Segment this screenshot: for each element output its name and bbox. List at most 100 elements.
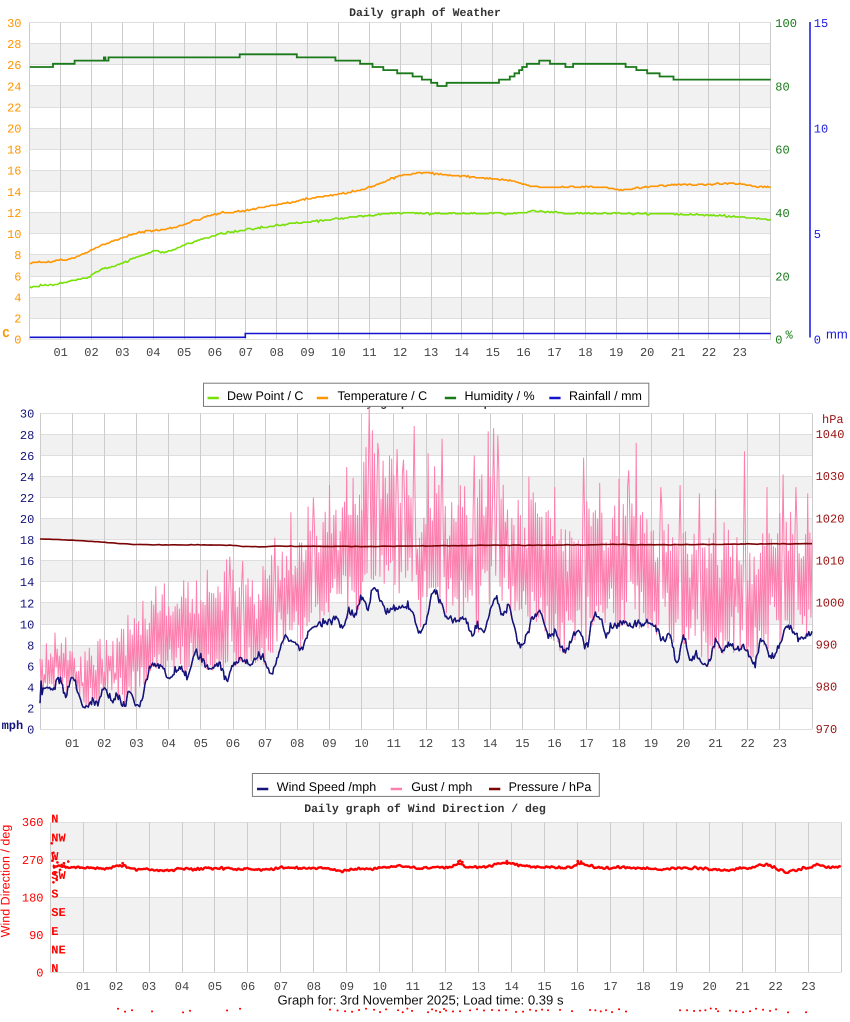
svg-text:01: 01 xyxy=(76,980,90,994)
svg-text:22: 22 xyxy=(768,980,782,994)
svg-text:09: 09 xyxy=(340,980,354,994)
svg-text:0: 0 xyxy=(14,334,21,348)
svg-text:0: 0 xyxy=(36,966,43,980)
svg-text:16: 16 xyxy=(570,980,584,994)
svg-text:10: 10 xyxy=(354,737,368,751)
svg-text:11: 11 xyxy=(387,737,401,751)
svg-text:18: 18 xyxy=(636,980,650,994)
svg-text:8: 8 xyxy=(14,249,21,263)
svg-text:05: 05 xyxy=(177,346,191,360)
svg-text:21: 21 xyxy=(671,346,685,360)
svg-text:10: 10 xyxy=(331,346,345,360)
svg-text:360: 360 xyxy=(22,816,44,830)
svg-text:20: 20 xyxy=(702,980,716,994)
svg-text:N: N xyxy=(51,813,58,827)
svg-text:05: 05 xyxy=(208,980,222,994)
svg-text:6: 6 xyxy=(14,270,21,284)
svg-text:15: 15 xyxy=(814,17,828,31)
svg-text:0: 0 xyxy=(775,334,782,348)
svg-text:15: 15 xyxy=(515,737,529,751)
svg-text:270: 270 xyxy=(22,854,44,868)
svg-text:11: 11 xyxy=(406,980,420,994)
svg-text:08: 08 xyxy=(307,980,321,994)
svg-text:NE: NE xyxy=(51,944,65,958)
svg-text:8: 8 xyxy=(27,639,34,653)
svg-text:07: 07 xyxy=(274,980,288,994)
svg-text:06: 06 xyxy=(208,346,222,360)
svg-text:18: 18 xyxy=(612,737,626,751)
svg-text:12: 12 xyxy=(7,207,21,221)
svg-text:13: 13 xyxy=(451,737,465,751)
svg-text:1020: 1020 xyxy=(816,512,845,526)
svg-text:06: 06 xyxy=(241,980,255,994)
svg-text:C: C xyxy=(2,327,9,341)
svg-text:1040: 1040 xyxy=(816,428,845,442)
svg-text:17: 17 xyxy=(603,980,617,994)
svg-text:20: 20 xyxy=(676,737,690,751)
svg-text:16: 16 xyxy=(7,165,21,179)
svg-text:22: 22 xyxy=(740,737,754,751)
svg-text:14: 14 xyxy=(20,576,34,590)
svg-text:20: 20 xyxy=(7,123,21,137)
svg-text:06: 06 xyxy=(226,737,240,751)
svg-text:80: 80 xyxy=(775,80,789,94)
svg-text:18: 18 xyxy=(20,534,34,548)
svg-text:14: 14 xyxy=(505,980,519,994)
svg-text:W: W xyxy=(51,850,59,864)
svg-text:13: 13 xyxy=(424,346,438,360)
svg-text:13: 13 xyxy=(472,980,486,994)
svg-text:Graph for: 3rd November 2025;: Graph for: 3rd November 2025; Load time:… xyxy=(277,992,563,1007)
svg-text:Daily graph of Weather: Daily graph of Weather xyxy=(349,7,501,20)
svg-text:mph: mph xyxy=(2,719,24,733)
svg-text:04: 04 xyxy=(175,980,189,994)
svg-text:Wind Speed /mph: Wind Speed /mph xyxy=(277,780,376,794)
svg-text:1030: 1030 xyxy=(816,470,845,484)
svg-text:NW: NW xyxy=(51,831,66,845)
svg-text:2: 2 xyxy=(27,703,34,717)
svg-text:12: 12 xyxy=(419,737,433,751)
svg-text:E: E xyxy=(51,925,58,939)
svg-text:hPa: hPa xyxy=(822,413,844,427)
svg-text:14: 14 xyxy=(7,186,21,200)
svg-text:180: 180 xyxy=(22,892,44,906)
svg-text:22: 22 xyxy=(20,492,34,506)
svg-text:S: S xyxy=(51,888,58,902)
svg-text:28: 28 xyxy=(7,38,21,52)
svg-text:23: 23 xyxy=(733,346,747,360)
svg-text:6: 6 xyxy=(27,661,34,675)
svg-text:24: 24 xyxy=(20,471,34,485)
svg-text:17: 17 xyxy=(547,346,561,360)
svg-text:40: 40 xyxy=(775,207,789,221)
svg-text:16: 16 xyxy=(516,346,530,360)
svg-text:12: 12 xyxy=(393,346,407,360)
svg-text:01: 01 xyxy=(53,346,67,360)
svg-text:19: 19 xyxy=(669,980,683,994)
svg-text:Daily graph of Wind Direction: Daily graph of Wind Direction / deg xyxy=(304,803,546,816)
svg-text:20: 20 xyxy=(640,346,654,360)
svg-text:04: 04 xyxy=(161,737,175,751)
svg-text:0: 0 xyxy=(27,724,34,738)
svg-text:Wind Direction / deg: Wind Direction / deg xyxy=(0,825,13,938)
svg-text:90: 90 xyxy=(29,929,43,943)
svg-text:60: 60 xyxy=(775,144,789,158)
svg-text:20: 20 xyxy=(20,513,34,527)
svg-text:0: 0 xyxy=(814,334,821,348)
svg-text:08: 08 xyxy=(270,346,284,360)
svg-text:990: 990 xyxy=(816,639,838,653)
svg-text:Pressure / hPa: Pressure / hPa xyxy=(509,780,592,794)
svg-text:19: 19 xyxy=(644,737,658,751)
svg-text:23: 23 xyxy=(801,980,815,994)
svg-text:09: 09 xyxy=(300,346,314,360)
svg-text:Rainfall / mm: Rainfall / mm xyxy=(569,389,642,403)
svg-text:Gust / mph: Gust / mph xyxy=(411,780,472,794)
svg-text:05: 05 xyxy=(194,737,208,751)
svg-text:N: N xyxy=(51,962,58,976)
svg-text:15: 15 xyxy=(537,980,551,994)
svg-text:970: 970 xyxy=(816,723,838,737)
svg-text:22: 22 xyxy=(702,346,716,360)
svg-text:03: 03 xyxy=(129,737,143,751)
svg-text:04: 04 xyxy=(146,346,160,360)
svg-text:mm: mm xyxy=(826,327,848,342)
svg-text:2: 2 xyxy=(14,313,21,327)
svg-text:Temperature / C: Temperature / C xyxy=(338,389,428,403)
